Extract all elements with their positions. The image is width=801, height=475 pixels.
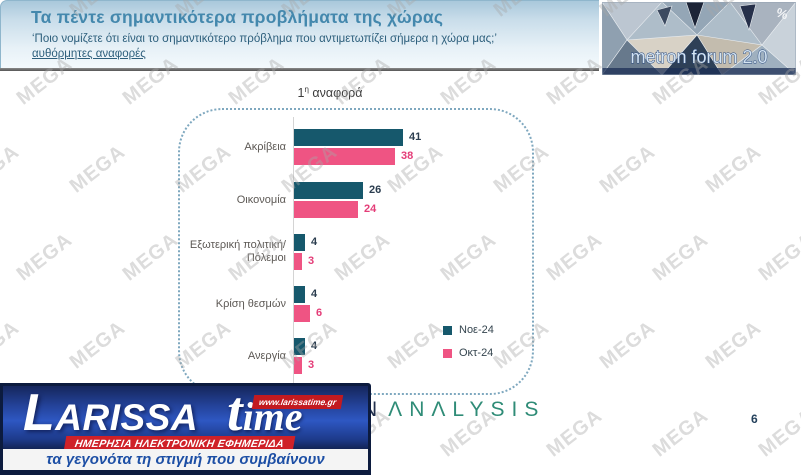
bar-Νοε-24	[294, 234, 305, 251]
spontaneous-mentions-link[interactable]: αυθόρμητες αναφορές	[32, 48, 146, 60]
legend-label: Νοε-24	[459, 324, 494, 336]
legend-label: Οκτ-24	[459, 347, 494, 359]
bar-Οκτ-24	[294, 305, 310, 322]
category-label: Οικονομία	[236, 193, 286, 206]
mega-watermark: MEGA	[0, 316, 24, 374]
forum-logo-text: metron forum 2.0	[630, 47, 767, 67]
mega-watermark: MEGA	[701, 316, 766, 374]
mega-watermark: MEGA	[65, 316, 130, 374]
mega-watermark: MEGA	[701, 140, 766, 198]
chart-title-sup: η	[304, 85, 309, 94]
bar-value: 4	[311, 340, 318, 352]
percent-symbol: %	[774, 5, 790, 23]
category-label: Ανεργία	[247, 349, 286, 362]
analysis-logo-text: ΛNΛLYSIS	[388, 398, 546, 421]
mega-watermark: MEGA	[648, 404, 713, 462]
legend-swatch-icon	[443, 325, 452, 335]
time-initial: t	[227, 381, 243, 443]
legend-item: Οκτ-24	[443, 347, 494, 359]
metron-forum-logo: metron forum 2.0 %	[602, 2, 796, 75]
bar-value: 38	[401, 150, 414, 162]
mega-watermark: MEGA	[754, 228, 801, 286]
survey-question: ‘Ποιο νομίζετε ότι είναι το σημαντικότερ…	[32, 33, 497, 45]
bar-Οκτ-24	[294, 201, 358, 218]
larissa-wordmark: LARISSA	[23, 383, 198, 443]
mega-watermark: MEGA	[754, 404, 801, 462]
header-divider	[0, 68, 599, 71]
bar-Νοε-24	[294, 286, 305, 303]
bar-value: 41	[409, 131, 422, 143]
mega-watermark: MEGA	[542, 404, 607, 462]
bar-Οκτ-24	[294, 253, 302, 270]
header-band: Τα πέντε σημαντικότερα προβλήματα της χώ…	[0, 0, 599, 68]
category-label: Κρίση θεσμών	[215, 297, 286, 310]
chart-legend: Νοε-24 Οκτ-24	[443, 324, 494, 370]
chart-title-number: 1	[297, 86, 305, 101]
mega-watermark: MEGA	[12, 228, 77, 286]
larissa-logo-panel: LARISSA time www.larissatime.gr ΗΜΕΡΗΣΙΑ…	[3, 381, 368, 451]
chart-title: 1η αναφορά	[230, 85, 430, 100]
chart-title-rest: αναφορά	[308, 86, 363, 101]
mega-watermark: MEGA	[595, 140, 660, 198]
mega-watermark: MEGA	[542, 228, 607, 286]
time-wordmark: time	[227, 380, 303, 444]
mega-watermark: MEGA	[65, 140, 130, 198]
larissa-initial: L	[23, 384, 56, 442]
bar-value: 4	[311, 236, 318, 248]
legend-item: Νοε-24	[443, 324, 494, 336]
bar-value: 6	[316, 307, 323, 319]
bar-Νοε-24	[294, 338, 305, 355]
chart-axis	[293, 117, 294, 384]
larissa-rest: ARISSA	[55, 397, 199, 438]
metron-analysis-logo: N ΛNΛLYSIS	[362, 398, 545, 422]
larissa-tagline: τα γεγονότα τη στιγμή που συμβαίνουν	[3, 449, 368, 470]
bar-value: 3	[308, 255, 315, 267]
page-number: 6	[751, 412, 758, 426]
bar-value: 26	[369, 184, 382, 196]
bar-Νοε-24	[294, 182, 363, 199]
larissa-url-badge[interactable]: www.larissatime.gr	[251, 395, 344, 409]
mega-watermark: MEGA	[648, 228, 713, 286]
mega-watermark: MEGA	[0, 140, 24, 198]
mega-watermark: MEGA	[118, 228, 183, 286]
bar-Οκτ-24	[294, 148, 395, 165]
bar-Οκτ-24	[294, 357, 302, 374]
bar-value: 4	[311, 288, 318, 300]
bar-value: 3	[308, 359, 315, 371]
larissa-time-logo: LARISSA time www.larissatime.gr ΗΜΕΡΗΣΙΑ…	[0, 381, 371, 475]
mega-watermark: MEGA	[595, 316, 660, 374]
bar-Νοε-24	[294, 129, 403, 146]
category-label: Εξωτερική πολιτική/Πόλεμοι	[189, 239, 286, 264]
category-label: Ακρίβεια	[244, 140, 286, 153]
bar-value: 24	[364, 203, 377, 215]
page-title: Τα πέντε σημαντικότερα προβλήματα της χώ…	[31, 7, 444, 27]
legend-swatch-icon	[443, 348, 452, 358]
